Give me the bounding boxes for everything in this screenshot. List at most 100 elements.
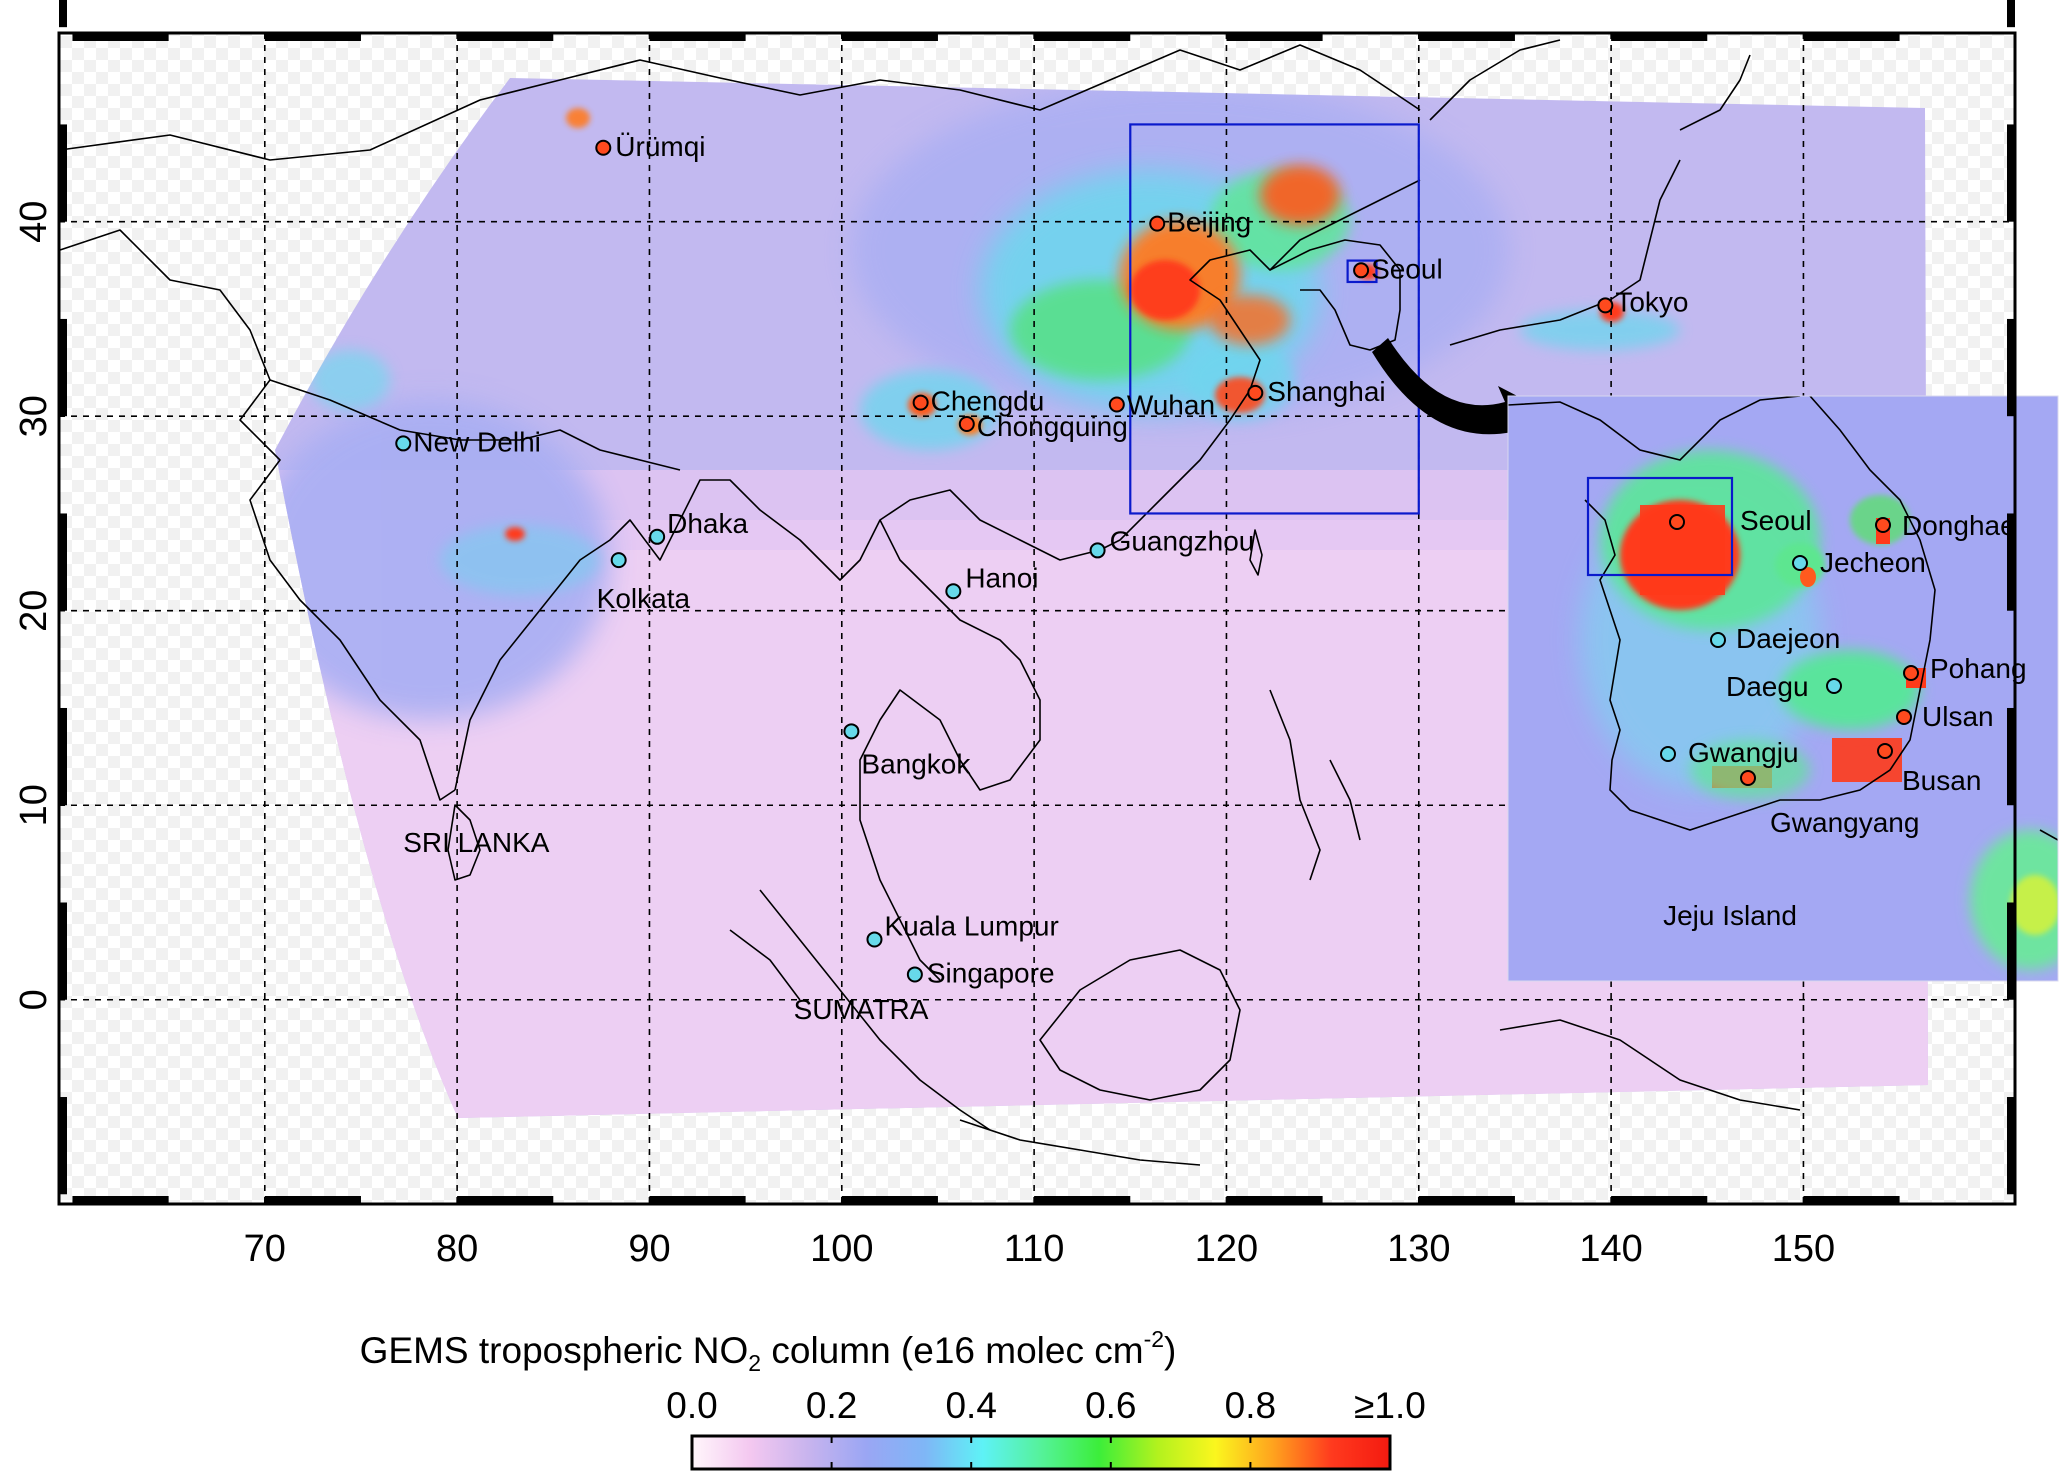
city-label: Kolkata	[597, 583, 691, 614]
city-label: Kuala Lumpur	[884, 910, 1058, 941]
city-label: Hanoi	[965, 562, 1038, 593]
frame-band-left	[59, 0, 67, 28]
frame-band-left	[59, 513, 67, 611]
city-label: Dhaka	[667, 508, 748, 539]
frame-band-top	[457, 33, 554, 41]
y-tick-label: 30	[13, 395, 55, 437]
colorbar-gradient	[690, 1434, 1392, 1471]
frame-band-left	[59, 1097, 67, 1195]
inset-city-marker	[1669, 514, 1685, 530]
inset-arrow	[1372, 338, 1548, 452]
frame-band-bottom	[72, 1196, 169, 1204]
region-label: SUMATRA	[794, 994, 929, 1025]
city-label: Chengdu	[931, 386, 1045, 417]
city-marker	[958, 415, 975, 432]
city-marker	[945, 583, 962, 600]
frame-band-bottom	[1418, 1196, 1515, 1204]
inset-city-label: Daejeon	[1736, 623, 1840, 654]
frame-band-left	[59, 902, 67, 1000]
frame-band-top	[649, 33, 746, 41]
frame-band-bottom	[264, 1196, 361, 1204]
frame-band-left	[59, 707, 67, 806]
coastlines	[59, 39, 1801, 1166]
frame-band-top	[841, 33, 938, 41]
frame-band-top	[1034, 33, 1131, 41]
frame-band-top	[1611, 33, 1708, 41]
colorbar-tick-labels: 0.0 0.2 0.4 0.6 0.8 ≥1.0	[666, 1385, 1426, 1426]
city-label: Singapore	[927, 957, 1055, 988]
city-marker	[1353, 262, 1370, 279]
inset-city-label: Donghae	[1902, 510, 2016, 541]
colorbar-tick-label: 0.8	[1225, 1385, 1276, 1426]
city-label: Bangkok	[861, 748, 971, 779]
frame-band-right	[2007, 0, 2015, 28]
x-tick-label: 90	[628, 1228, 670, 1270]
colorbar: GEMS tropospheric NO2 column (e16 molec …	[360, 1326, 1426, 1471]
inset-city-marker	[1710, 632, 1726, 648]
frame-band-bottom	[1803, 1196, 1900, 1204]
frame-band-bottom	[841, 1196, 938, 1204]
colorbar-tick-label: 0.2	[806, 1385, 857, 1426]
city-label: Shanghai	[1267, 376, 1385, 407]
x-tick-label: 140	[1579, 1228, 1642, 1270]
inset-city-label: Gwangyang	[1770, 807, 1919, 838]
x-tick-label: 110	[1004, 1228, 1065, 1270]
x-tick-label: 100	[810, 1228, 873, 1270]
city-marker	[1108, 396, 1125, 413]
frame-band-right	[2007, 124, 2015, 222]
frame-band-top	[264, 33, 361, 41]
region-label: SRI LANKA	[403, 827, 550, 858]
inset-city-label: Pohang	[1930, 653, 2027, 684]
x-tick-label: 70	[244, 1228, 286, 1270]
colorbar-tick-label: 0.4	[945, 1385, 996, 1426]
frame-band-right	[2007, 707, 2015, 806]
city-marker	[1089, 542, 1106, 559]
inset-region-label: Jeju Island	[1663, 900, 1797, 931]
frame-band-bottom	[1034, 1196, 1131, 1204]
colorbar-title: GEMS tropospheric NO2 column (e16 molec …	[360, 1326, 1177, 1376]
frame-ticks	[59, 0, 2015, 1204]
frame-band-bottom	[1611, 1196, 1708, 1204]
inset-city-label: Ulsan	[1922, 701, 1994, 732]
frame-band-top	[1418, 33, 1515, 41]
frame-band-left	[59, 318, 67, 417]
inset-city-label: Gwangju	[1688, 737, 1799, 768]
city-marker	[1597, 297, 1614, 314]
city-marker	[610, 552, 627, 569]
x-tick-label: 120	[1195, 1228, 1258, 1270]
inset-city-label: Seoul	[1740, 505, 1812, 536]
frame-band-bottom	[1226, 1196, 1323, 1204]
city-marker	[1247, 384, 1264, 401]
inset-city-marker	[1660, 746, 1676, 762]
city-label: Wuhan	[1127, 390, 1215, 421]
city-marker	[649, 528, 666, 545]
inset-city-marker	[1826, 678, 1842, 694]
colorbar-tick-label: ≥1.0	[1354, 1385, 1426, 1426]
frame-band-top	[1803, 33, 1900, 41]
inset-city-marker	[1792, 555, 1808, 571]
city-marker	[595, 139, 612, 156]
city-marker	[906, 966, 923, 983]
x-axis: 70 80 90 100 110 120 130 140 150	[244, 1228, 1835, 1270]
frame-band-left	[59, 124, 67, 222]
city-label: Guangzhou	[1110, 525, 1255, 556]
frame-band-right	[2007, 513, 2015, 611]
y-tick-label: 0	[13, 989, 55, 1010]
inset-city-label: Busan	[1902, 765, 1981, 796]
y-tick-label: 20	[13, 590, 55, 632]
china-zoom-box	[1129, 123, 1420, 515]
y-tick-label: 10	[13, 784, 55, 826]
frame-band-right	[2007, 1097, 2015, 1195]
x-tick-label: 150	[1772, 1228, 1835, 1270]
frame-band-bottom	[457, 1196, 554, 1204]
inset-city-label: Daegu	[1726, 671, 1809, 702]
korea-inset: Seoul Donghae Jecheon Daejeon Daegu Pohang Uls…	[1507, 395, 2059, 982]
frame-band-bottom	[649, 1196, 746, 1204]
frame-band-top	[72, 33, 169, 41]
inset-city-marker	[1903, 665, 1919, 681]
city-label: Ürümqi	[615, 131, 705, 162]
seoul-zoom-box	[1346, 259, 1378, 284]
inset-city-marker	[1877, 743, 1893, 759]
colorbar-tick-label: 0.6	[1085, 1385, 1136, 1426]
